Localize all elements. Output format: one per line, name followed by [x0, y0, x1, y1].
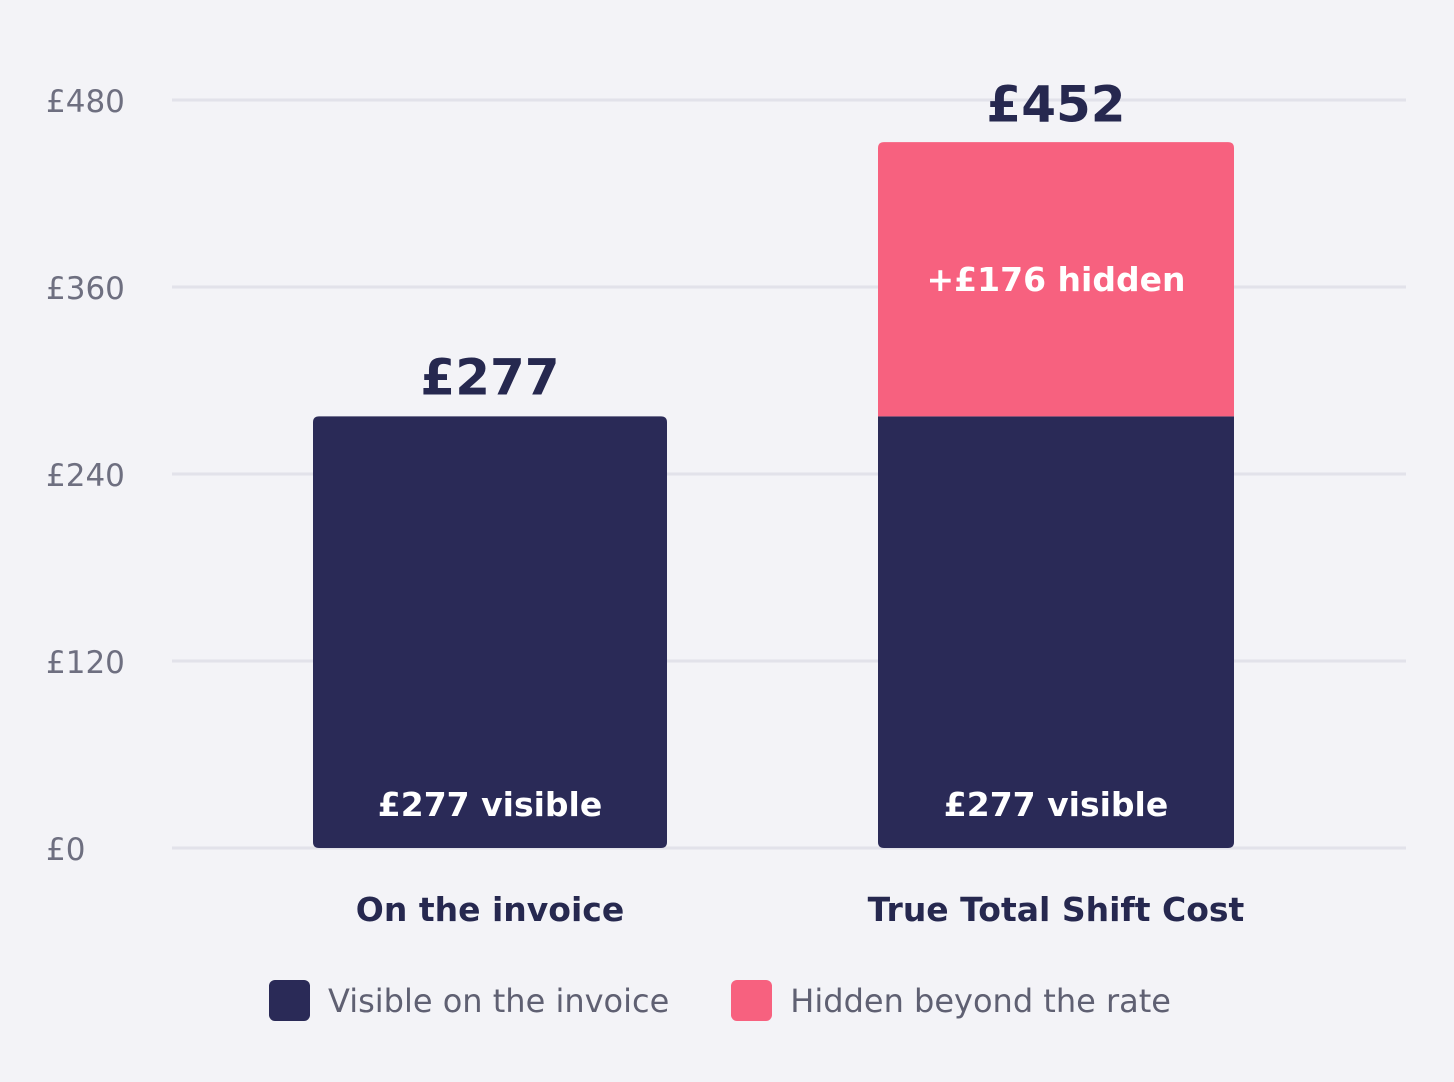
bar-segment — [313, 416, 667, 848]
y-tick-label: £480 — [46, 84, 125, 120]
x-axis-category-labels: On the invoice True Total Shift Cost — [356, 890, 1245, 929]
x-category-label: True Total Shift Cost — [868, 890, 1245, 929]
legend-label-hidden: Hidden beyond the rate — [790, 981, 1171, 1020]
legend-swatch-hidden — [731, 980, 773, 1021]
total-data-label: £277 — [420, 348, 559, 406]
total-data-label: £452 — [986, 76, 1125, 134]
bar-segment — [878, 416, 1234, 848]
y-tick-label: £360 — [46, 271, 125, 307]
y-tick-label: £240 — [46, 458, 125, 494]
y-tick-label: £0 — [46, 832, 85, 868]
segment-data-label: £277 visible — [378, 785, 602, 824]
y-axis-tick-labels: £0 £120 £240 £360 £480 — [46, 84, 125, 868]
bars — [313, 142, 1234, 848]
legend-item-visible: Visible on the invoice — [269, 980, 669, 1021]
legend-swatch-visible — [269, 980, 311, 1021]
bar-segment — [878, 142, 1234, 417]
data-labels: £277 visible £277 £277 visible +£176 hidden… — [378, 76, 1186, 824]
x-category-label: On the invoice — [356, 890, 624, 929]
legend-item-hidden: Hidden beyond the rate — [731, 980, 1171, 1021]
legend-label-visible: Visible on the invoice — [328, 981, 670, 1020]
legend: Visible on the invoice Hidden beyond the… — [0, 980, 1454, 1021]
y-tick-label: £120 — [46, 645, 125, 681]
segment-data-label: £277 visible — [944, 785, 1168, 824]
segment-data-label: +£176 hidden — [927, 260, 1186, 299]
